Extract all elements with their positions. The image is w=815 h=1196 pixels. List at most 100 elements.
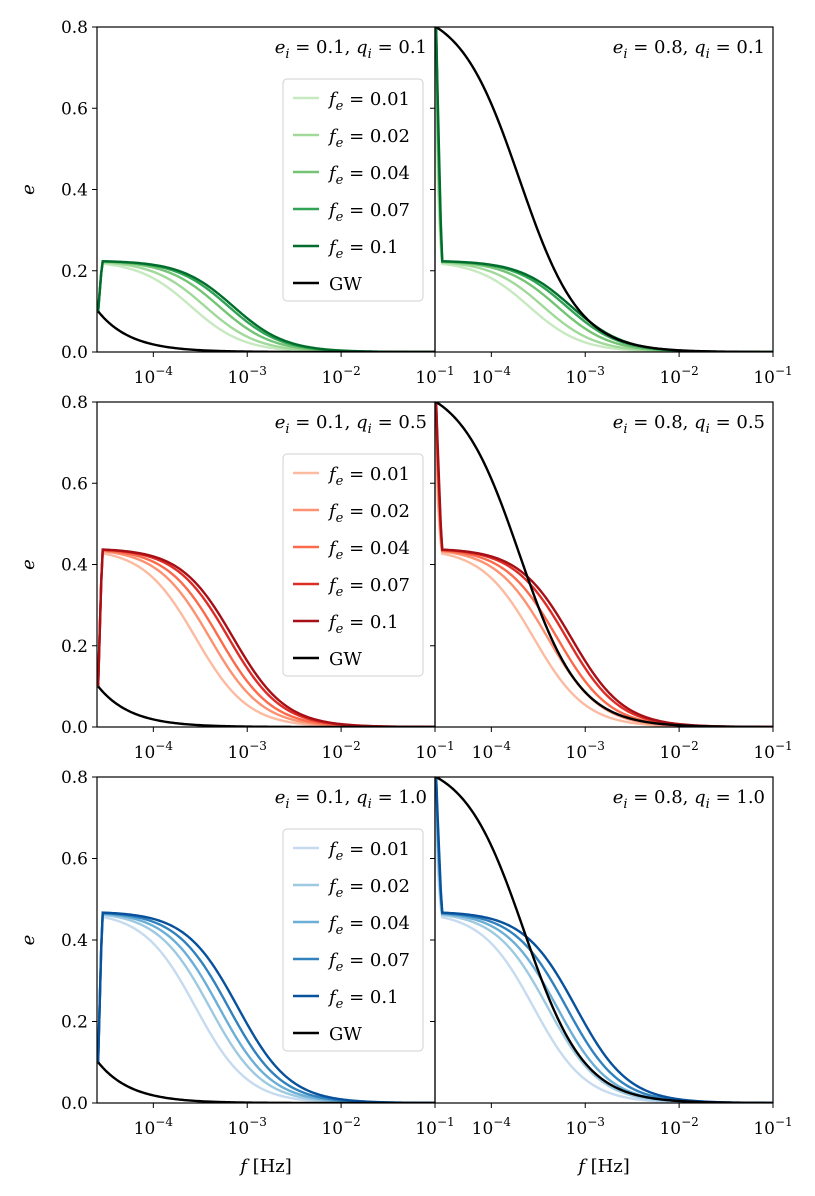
- y-tick-label: 0.0: [61, 343, 88, 363]
- x-tick-label: 10−2: [321, 364, 360, 388]
- text-span: e: [336, 548, 344, 563]
- text-span: 10: [753, 743, 775, 763]
- text-span: 10: [415, 1119, 437, 1139]
- text-span: = 0.07: [343, 950, 410, 971]
- panel-title: ei = 0.1, qi = 1.0: [275, 787, 427, 812]
- text-span: e: [336, 511, 344, 526]
- y-tick-label: 0.8: [61, 768, 88, 788]
- panel-0-0: 0.00.20.40.60.810−4 10−3 10−2 10−1ei = 0.1,…: [18, 18, 455, 388]
- text-span: −4: [155, 739, 173, 753]
- text-span: i: [368, 422, 372, 437]
- legend-box: [282, 78, 424, 302]
- legend-label: fe = 0.1: [327, 612, 399, 637]
- y-tick-label: 0.0: [61, 718, 88, 738]
- panel-title: ei = 0.8, qi = 0.1: [613, 37, 765, 62]
- text-span: e: [275, 37, 286, 58]
- text-span: −2: [343, 1115, 361, 1129]
- text-span: e: [336, 960, 344, 975]
- series-fe-0.04: [435, 27, 773, 352]
- text-span: 10: [753, 1119, 775, 1139]
- text-span: = 0.5: [710, 412, 765, 433]
- text-span: −2: [343, 739, 361, 753]
- text-span: e: [336, 849, 344, 864]
- text-span: = 0.02: [343, 126, 410, 147]
- x-axis-label: f [Hz]: [576, 1156, 630, 1177]
- series-gw: [435, 27, 773, 352]
- text-span: e: [336, 173, 344, 188]
- y-tick-label: 0.4: [61, 181, 88, 201]
- text-span: = 0.1: [343, 612, 398, 633]
- text-span: = 1.0: [710, 787, 765, 808]
- text-span: = 0.1,: [290, 37, 357, 58]
- panel-title: ei = 0.8, qi = 0.5: [613, 412, 765, 437]
- legend-label: fe = 0.07: [327, 200, 410, 225]
- text-span: e: [336, 923, 344, 938]
- panel-1-1: 10−4 10−3 10−2 10−1ei = 0.8, qi = 0.5: [430, 401, 793, 763]
- text-span: 10: [566, 1119, 588, 1139]
- text-span: q: [694, 37, 706, 58]
- plot-area: [435, 777, 773, 1103]
- text-span: = 0.02: [343, 876, 410, 897]
- x-tick-label: 10−3: [228, 739, 267, 763]
- plot-area: [435, 27, 773, 352]
- y-tick-label: 0.4: [61, 931, 88, 951]
- panel-title: ei = 0.1, qi = 0.1: [275, 37, 427, 62]
- text-span: −2: [681, 739, 699, 753]
- text-span: e: [336, 886, 344, 901]
- x-tick-label: 10−3: [566, 739, 605, 763]
- text-span: 10: [134, 1119, 156, 1139]
- series-fe-0.07: [435, 27, 773, 352]
- x-tick-label: 10−4: [472, 364, 512, 388]
- text-span: e: [336, 136, 344, 151]
- text-span: e: [613, 37, 624, 58]
- text-span: = 0.1: [343, 987, 398, 1008]
- text-span: = 0.04: [343, 538, 410, 559]
- text-span: = 0.1,: [290, 412, 357, 433]
- y-tick-label: 0.4: [61, 556, 88, 576]
- text-span: [Hz]: [585, 1156, 630, 1177]
- x-tick-label: 10−2: [659, 739, 698, 763]
- y-tick-label: 0.8: [61, 18, 88, 38]
- text-span: i: [706, 797, 710, 812]
- x-tick-label: 10−4: [472, 739, 512, 763]
- text-span: 10: [659, 1119, 681, 1139]
- x-tick-label: 10−4: [472, 1115, 512, 1139]
- text-span: i: [368, 797, 372, 812]
- text-span: −3: [587, 1115, 605, 1129]
- y-axis-label: e: [18, 559, 39, 570]
- x-tick-label: 10−4: [134, 364, 174, 388]
- x-axis-label: f [Hz]: [238, 1156, 292, 1177]
- legend-box: [282, 828, 424, 1052]
- y-axis-label: e: [18, 935, 39, 946]
- x-tick-label: 10−4: [134, 739, 174, 763]
- text-span: = 0.01: [343, 839, 410, 860]
- panel-0-1: 10−4 10−3 10−2 10−1ei = 0.8, qi = 0.1: [430, 26, 793, 388]
- text-span: i: [285, 797, 289, 812]
- text-span: [Hz]: [247, 1156, 292, 1177]
- x-tick-label: 10−1: [415, 364, 454, 388]
- text-span: i: [368, 47, 372, 62]
- y-tick-label: 0.6: [61, 850, 88, 870]
- text-span: e: [336, 99, 344, 114]
- text-span: e: [613, 412, 624, 433]
- text-span: −3: [249, 364, 267, 378]
- text-span: 10: [753, 368, 775, 388]
- text-span: 10: [659, 368, 681, 388]
- text-span: = 0.8,: [628, 412, 695, 433]
- text-span: = 0.01: [343, 89, 410, 110]
- panel-title: ei = 0.1, qi = 0.5: [275, 412, 427, 437]
- text-span: GW: [329, 649, 362, 670]
- panel-title: ei = 0.8, qi = 1.0: [613, 787, 765, 812]
- text-span: 10: [228, 1119, 250, 1139]
- text-span: = 0.8,: [628, 787, 695, 808]
- legend-label: fe = 0.04: [327, 163, 410, 188]
- text-span: i: [285, 422, 289, 437]
- text-span: −1: [775, 364, 793, 378]
- text-span: 10: [415, 743, 437, 763]
- x-tick-label: 10−1: [753, 1115, 792, 1139]
- text-span: = 0.1: [343, 237, 398, 258]
- text-span: 10: [566, 743, 588, 763]
- text-span: −2: [343, 364, 361, 378]
- series-fe-0.02: [435, 27, 773, 352]
